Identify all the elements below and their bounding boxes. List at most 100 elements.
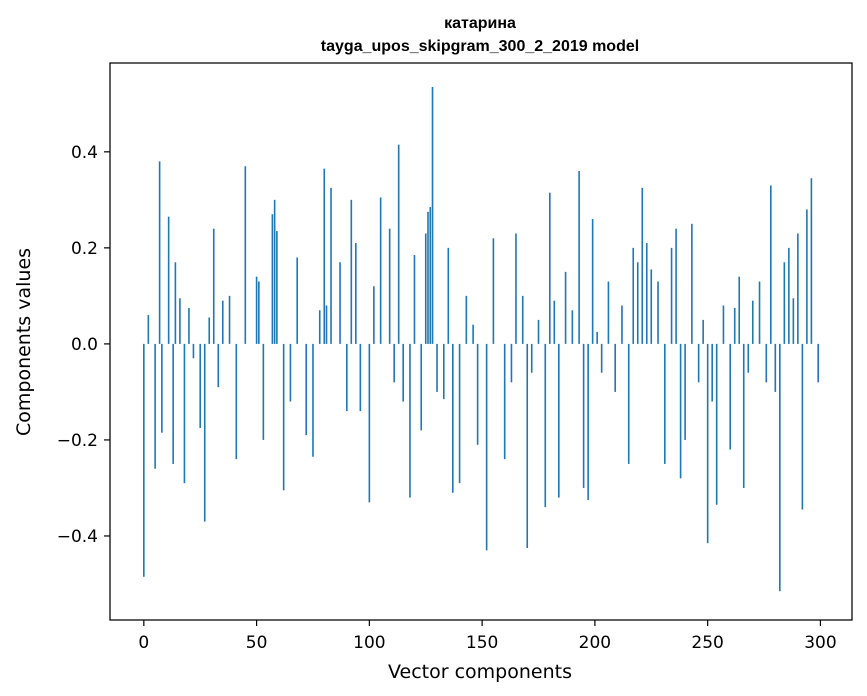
x-tick-label: 150 (466, 633, 498, 653)
bar (409, 343, 411, 498)
bar (607, 281, 610, 344)
bar (801, 343, 804, 510)
bar (691, 223, 693, 344)
bar (183, 343, 186, 484)
bar (587, 343, 589, 500)
chart-title-line2: tayga_upos_skipgram_300_2_2019 model (321, 38, 639, 55)
bar (368, 343, 371, 503)
chart-title-line1: катарина (444, 15, 516, 32)
bar (591, 219, 594, 344)
y-tick-label: −0.4 (57, 527, 98, 547)
bar (564, 271, 567, 344)
bar (167, 216, 170, 344)
bar (174, 262, 177, 344)
bar (792, 298, 795, 344)
bar (465, 295, 468, 344)
x-axis-ticks: 0 50 100 150 200 250 300 (138, 620, 837, 653)
bar (305, 343, 308, 436)
bar (397, 144, 400, 344)
bar (636, 262, 639, 344)
bar (765, 343, 768, 383)
bar (255, 276, 258, 344)
bar (558, 343, 560, 498)
bar (296, 257, 298, 344)
bar (548, 192, 551, 344)
x-tick-label: 300 (804, 633, 836, 653)
bar (779, 343, 781, 592)
bar (429, 207, 432, 344)
bar (188, 307, 190, 344)
bar (289, 343, 292, 402)
bar (751, 300, 754, 344)
bar (208, 317, 211, 344)
bar (431, 87, 434, 344)
bar (271, 214, 274, 344)
x-axis-label: Vector components (388, 661, 572, 683)
bar (582, 343, 585, 488)
bar (312, 343, 314, 457)
bar (733, 307, 736, 344)
bar (276, 231, 278, 344)
bar (476, 343, 479, 445)
bar (526, 343, 529, 548)
bar (221, 300, 224, 344)
bar (706, 343, 709, 544)
x-tick-label: 100 (353, 633, 385, 653)
bar (783, 262, 786, 344)
bar (675, 228, 677, 344)
bar (325, 305, 328, 344)
bar (436, 343, 438, 392)
bar (530, 343, 533, 373)
y-tick-label: 0.0 (71, 335, 98, 355)
bar (810, 178, 813, 344)
bar (600, 343, 603, 373)
bar (447, 247, 450, 344)
bar (402, 343, 404, 402)
bar (515, 233, 517, 344)
bar (217, 343, 220, 388)
bar (614, 343, 616, 392)
bar (350, 199, 353, 344)
bar (143, 343, 145, 577)
bar (510, 343, 513, 383)
bar (379, 197, 382, 344)
bar (758, 281, 761, 344)
bar (339, 262, 341, 344)
bar (424, 233, 427, 344)
bar (503, 343, 506, 460)
bar (355, 243, 357, 344)
bar (632, 247, 635, 344)
bar (373, 286, 375, 344)
bar (199, 343, 202, 428)
bar (228, 295, 231, 344)
bars-group (143, 87, 819, 592)
bar (747, 343, 750, 373)
bar (537, 319, 540, 344)
bar (485, 343, 488, 551)
bar (262, 343, 265, 440)
bar (521, 295, 524, 344)
y-tick-label: 0.2 (71, 239, 98, 259)
bar (544, 343, 547, 508)
bar (420, 343, 423, 431)
bar (472, 324, 474, 344)
bar (393, 343, 395, 383)
bar (359, 343, 362, 412)
bar (722, 305, 725, 344)
bar (596, 331, 598, 344)
bar (711, 343, 713, 402)
bar (621, 305, 623, 344)
bar (161, 343, 163, 433)
y-tick-label: −0.2 (57, 431, 98, 451)
bar (318, 310, 321, 344)
bar (650, 269, 653, 344)
bar (715, 343, 718, 505)
bar (442, 343, 445, 400)
bar (742, 343, 745, 488)
bar (179, 298, 181, 344)
bar (452, 343, 454, 493)
bar (738, 276, 741, 344)
bar (806, 209, 808, 344)
plot-frame (109, 62, 853, 621)
bar (158, 161, 161, 344)
